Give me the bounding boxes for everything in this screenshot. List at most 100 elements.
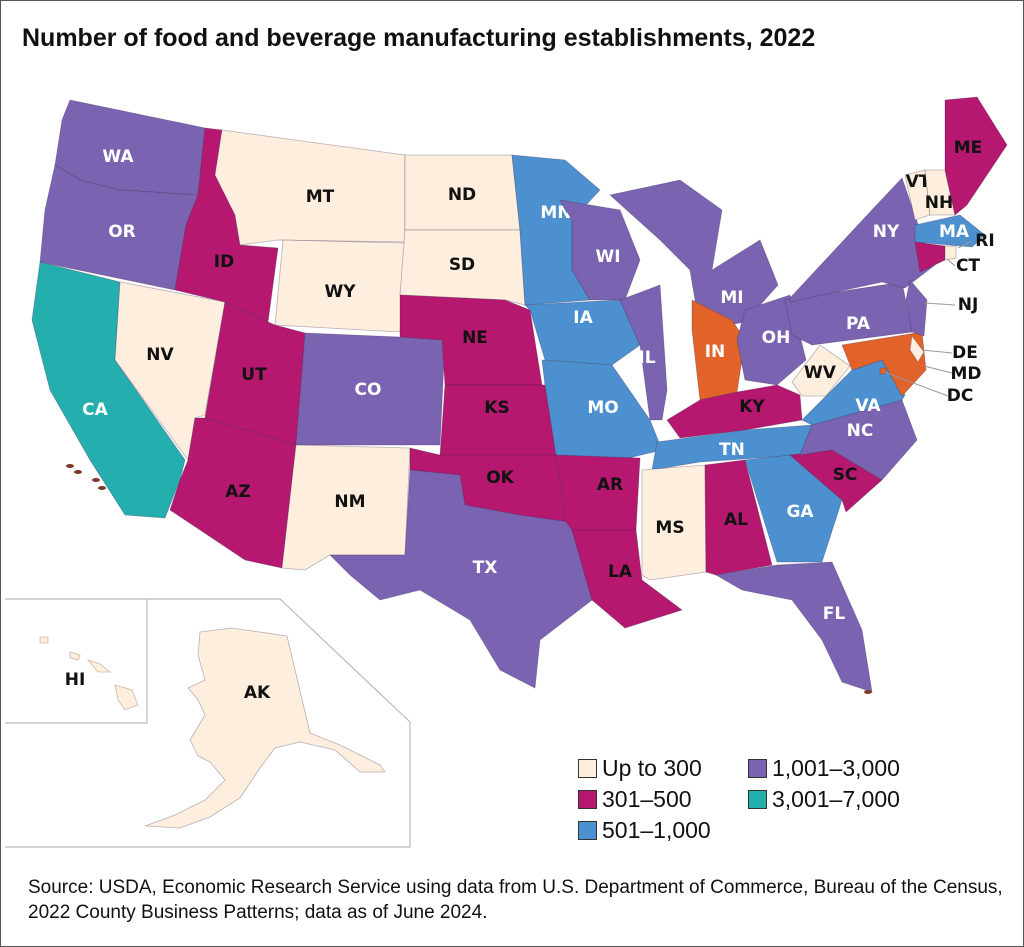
state-label-md: MD (950, 364, 981, 384)
hawaii-inset-frame (5, 599, 148, 724)
state-ma (914, 214, 986, 248)
state-label-ky: KY (739, 397, 765, 417)
state-label-wy: WY (324, 282, 356, 302)
legend-label: 501–1,000 (602, 817, 711, 843)
state-label-ia: IA (573, 308, 593, 328)
legend-label: Up to 300 (602, 755, 702, 781)
state-label-wi: WI (595, 247, 620, 267)
island (74, 470, 82, 474)
legend-swatch (578, 790, 597, 809)
state-label-co: CO (355, 380, 382, 400)
state-label-vt: VT (906, 172, 931, 192)
state-label-ok: OK (486, 468, 514, 488)
state-ri (944, 245, 957, 261)
state-mo (541, 359, 663, 461)
state-label-nj: NJ (958, 295, 979, 315)
state-wv (791, 344, 851, 397)
state-la (571, 529, 683, 629)
state-label-pa: PA (846, 314, 871, 334)
state-me (944, 96, 1008, 216)
state-hi (39, 636, 139, 711)
state-pa (784, 281, 913, 346)
state-label-de: DE (952, 343, 978, 363)
state-label-va: VA (855, 396, 881, 416)
legend-item: Up to 300 (578, 755, 748, 782)
state-label-nc: NC (847, 421, 874, 441)
state-ct (914, 241, 946, 273)
state-label-mi: MI (720, 288, 743, 308)
state-il (619, 284, 668, 421)
leader-line (924, 302, 956, 306)
state-label-il: IL (638, 348, 655, 368)
legend-swatch (748, 790, 767, 809)
state-ks (439, 384, 557, 456)
leader-line (957, 240, 973, 249)
state-fl (714, 561, 873, 693)
island (66, 464, 74, 468)
leader-line (923, 365, 953, 374)
state-label-me: ME (954, 138, 983, 158)
state-label-sd: SD (449, 255, 475, 275)
state-label-ct: CT (956, 256, 980, 276)
legend-label: 1,001–3,000 (772, 755, 900, 781)
state-label-ma: MA (939, 222, 970, 242)
state-label-ri: RI (975, 231, 994, 251)
state-label-nm: NM (334, 492, 365, 512)
state-dc (879, 367, 887, 375)
state-label-ar: AR (597, 475, 623, 495)
island (92, 478, 100, 482)
legend-swatch (748, 759, 767, 778)
legend-item: 1,001–3,000 (748, 755, 938, 782)
state-label-ut: UT (241, 365, 267, 385)
state-label-nv: NV (146, 345, 174, 365)
inset-frame (5, 598, 411, 848)
state-ms (641, 464, 707, 581)
state-label-sc: SC (833, 465, 858, 485)
state-label-dc: DC (947, 386, 974, 406)
state-nj (905, 279, 928, 337)
state-label-ny: NY (873, 222, 900, 242)
state-label-ca: CA (82, 400, 108, 420)
state-label-al: AL (724, 510, 748, 530)
state-tx (329, 469, 593, 689)
state-label-id: ID (214, 252, 234, 272)
map-title: Number of food and beverage manufacturin… (22, 24, 816, 52)
state-label-mn: MN (540, 203, 571, 223)
state-label-tx: TX (473, 558, 498, 578)
state-co (295, 332, 446, 446)
state-label-ne: NE (462, 328, 488, 348)
state-label-az: AZ (225, 482, 250, 502)
state-label-mt: MT (306, 187, 335, 207)
leader-line (883, 371, 949, 397)
state-label-ak: AK (244, 683, 271, 703)
state-label-la: LA (608, 562, 633, 582)
state-label-fl: FL (823, 604, 846, 624)
legend-swatch (578, 821, 597, 840)
state-label-wa: WA (102, 147, 134, 167)
state-label-hi: HI (65, 670, 86, 690)
state-label-ga: GA (786, 502, 814, 522)
legend-swatch (578, 759, 597, 778)
state-label-mo: MO (587, 398, 618, 418)
source-note: Source: USDA, Economic Research Service … (28, 877, 1003, 923)
state-label-wv: WV (804, 363, 837, 383)
state-label-tn: TN (719, 440, 745, 460)
island (864, 690, 872, 694)
legend-label: 3,001–7,000 (772, 786, 900, 812)
state-de (909, 334, 925, 363)
state-ak (144, 627, 386, 829)
state-ky (666, 384, 803, 439)
state-label-in: IN (705, 342, 726, 362)
island (98, 486, 106, 490)
state-al (704, 459, 773, 576)
legend-item: 501–1,000 (578, 817, 748, 844)
state-label-ks: KS (484, 398, 509, 418)
legend-label: 301–500 (602, 786, 692, 812)
state-label-or: OR (108, 222, 136, 242)
legend-item: 301–500 (578, 786, 748, 813)
legend: Up to 300 1,001–3,000 301–500 3,001–7,000 50… (578, 755, 938, 844)
state-ga (744, 454, 843, 563)
state-ny (789, 177, 936, 303)
state-wi (559, 199, 641, 301)
